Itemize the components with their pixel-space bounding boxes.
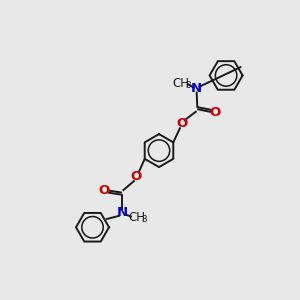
Text: 3: 3 (142, 215, 147, 224)
Text: O: O (209, 106, 220, 119)
Text: CH: CH (172, 77, 190, 90)
Text: CH: CH (128, 211, 146, 224)
Text: O: O (177, 117, 188, 130)
Text: N: N (116, 206, 128, 219)
Text: N: N (191, 82, 202, 95)
Text: 3: 3 (186, 81, 191, 90)
Text: O: O (98, 184, 110, 196)
Text: O: O (131, 170, 142, 183)
